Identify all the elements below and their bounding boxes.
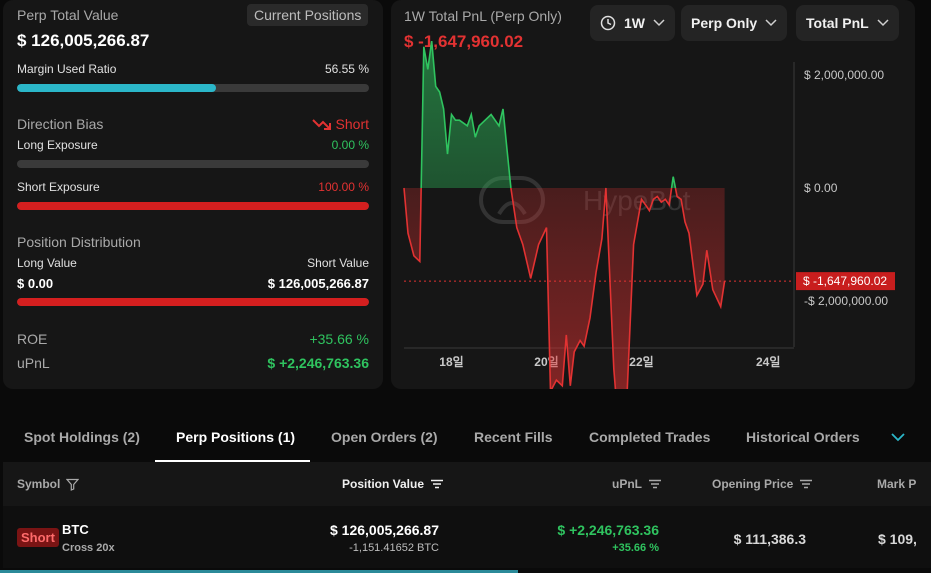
positions-table-header: Symbol Position Value uPnL Opening Price…: [3, 462, 931, 506]
position-distribution-bar: [17, 298, 369, 306]
chevron-down-icon: [765, 19, 777, 27]
coin-symbol[interactable]: BTC: [62, 522, 89, 537]
roe-label: ROE: [17, 331, 48, 347]
position-distribution-label: Position Distribution: [17, 234, 141, 250]
table-row[interactable]: Short BTC Cross 20x $ 126,005,266.87 -1,…: [3, 506, 931, 568]
scroll-indicator: [0, 570, 518, 573]
more-tabs-button[interactable]: [890, 413, 906, 461]
x-tick-label: 22일: [629, 355, 653, 369]
chevron-down-icon: [877, 19, 889, 27]
pnl-chart-value: $ -1,647,960.02: [404, 32, 524, 51]
y-axis: $ 4,000,000.00$ 2,000,000.00$ 0.00-$ 2,0…: [793, 62, 888, 347]
margin-used-bar: [17, 84, 369, 92]
upnl-label: uPnL: [17, 355, 50, 371]
chevron-down-icon: [653, 19, 665, 27]
direction-bias-value: Short: [335, 116, 369, 132]
sort-icon: [800, 479, 813, 489]
negative-line: [403, 188, 726, 389]
filter-icon[interactable]: [66, 478, 80, 491]
opening-price: $ 111,386.3: [733, 531, 806, 547]
header-opening-price[interactable]: Opening Price: [712, 477, 813, 491]
active-tab-indicator: [155, 460, 310, 462]
short-exposure-label: Short Exposure: [17, 180, 100, 194]
current-value-label: $ -1,647,960.02: [803, 274, 887, 288]
y-tick-label: -$ 2,000,000.00: [804, 294, 888, 308]
pnl-chart-card: 1W Total PnL (Perp Only) $ -1,647,960.02…: [391, 0, 915, 389]
current-positions-button[interactable]: Current Positions: [247, 4, 369, 26]
tab-open-orders[interactable]: Open Orders (2): [331, 429, 438, 445]
tab-completed-trades[interactable]: Completed Trades: [589, 429, 711, 445]
header-symbol-label: Symbol: [17, 477, 61, 491]
long-exposure-bar: [17, 160, 369, 168]
x-tick-label: 24일: [756, 355, 780, 369]
y-tick-label: $ 0.00: [804, 181, 838, 195]
row-upnl-pct: +35.66 %: [612, 542, 659, 554]
header-position-value-label: Position Value: [342, 477, 425, 491]
tab-perp-positions[interactable]: Perp Positions (1): [176, 429, 296, 445]
long-exposure-label: Long Exposure: [17, 138, 98, 152]
clock-icon: [600, 15, 616, 31]
perp-summary-card: Perp Total Value Current Positions $ 126…: [3, 0, 383, 389]
long-value-label: Long Value: [17, 256, 77, 270]
chevron-down-icon: [891, 433, 905, 442]
tab-historical-orders[interactable]: Historical Orders: [746, 429, 860, 445]
margin-used-ratio-value: 56.55 %: [324, 62, 369, 76]
short-exposure-value: 100.00 %: [318, 180, 369, 194]
header-symbol[interactable]: Symbol: [17, 477, 80, 491]
mark-price: $ 109,: [878, 531, 917, 547]
row-upnl: $ +2,246,763.36: [557, 522, 659, 538]
metric-label: Total PnL: [806, 15, 869, 31]
pnl-chart[interactable]: HypeBot $ 4,000,000.00$ 2,000,000.00$ 0.…: [391, 0, 915, 389]
positions-tab-bar: Spot Holdings (2) Perp Positions (1) Ope…: [0, 413, 931, 461]
short-exposure-bar: [17, 202, 369, 210]
tab-spot-holdings[interactable]: Spot Holdings (2): [24, 429, 140, 445]
upnl-value: $ +2,246,763.36: [267, 355, 369, 371]
header-mark-price[interactable]: Mark P: [877, 477, 917, 491]
trend-down-icon: [311, 119, 331, 130]
pnl-series: [403, 40, 726, 389]
margin-used-bar-fill: [17, 84, 217, 92]
position-size: -1,151.41652 BTC: [349, 542, 439, 554]
timeframe-label: 1W: [624, 15, 645, 31]
positive-line: [404, 40, 677, 188]
timeframe-dropdown[interactable]: 1W: [590, 5, 675, 41]
sort-icon: [431, 479, 444, 489]
current-value-tag: [796, 272, 895, 291]
short-exposure-bar-fill: [17, 202, 369, 210]
long-exposure-value: 0.00 %: [331, 138, 369, 152]
side-badge: Short: [17, 528, 59, 547]
position-distribution-bar-fill: [17, 298, 369, 306]
tab-recent-fills[interactable]: Recent Fills: [474, 429, 553, 445]
header-position-value[interactable]: Position Value: [342, 477, 444, 491]
short-value-label: Short Value: [307, 256, 369, 270]
short-value: $ 126,005,266.87: [267, 276, 369, 291]
x-tick-label: 18일: [439, 355, 463, 369]
header-opening-price-label: Opening Price: [712, 477, 794, 491]
margin-used-ratio-label: Margin Used Ratio: [17, 62, 117, 76]
perp-filter-dropdown[interactable]: Perp Only: [681, 5, 788, 41]
direction-bias-label: Direction Bias: [17, 116, 104, 132]
header-upnl-label: uPnL: [612, 477, 642, 491]
position-value: $ 126,005,266.87: [330, 522, 439, 538]
current-value-marker: $ -1,647,960.02: [404, 272, 895, 291]
x-axis: 18일 20일 22일 24일: [404, 347, 794, 369]
metric-dropdown[interactable]: Total PnL: [796, 5, 899, 41]
negative-area: [404, 188, 725, 389]
sort-icon: [649, 479, 661, 489]
roe-value: +35.66 %: [309, 331, 369, 347]
long-value: $ 0.00: [17, 276, 54, 291]
positive-area: [404, 41, 725, 188]
leverage-label: Cross 20x: [62, 542, 115, 554]
perp-total-value-label: Perp Total Value: [17, 7, 119, 23]
direction-bias: Short: [311, 116, 369, 132]
pnl-chart-title: 1W Total PnL (Perp Only): [404, 8, 562, 24]
perp-filter-label: Perp Only: [691, 15, 758, 31]
y-tick-label: $ 2,000,000.00: [804, 68, 884, 82]
header-upnl[interactable]: uPnL: [612, 477, 662, 491]
perp-total-value: $ 126,005,266.87: [17, 31, 150, 50]
